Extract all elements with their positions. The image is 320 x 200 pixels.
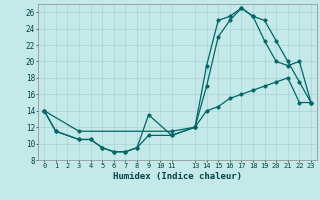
X-axis label: Humidex (Indice chaleur): Humidex (Indice chaleur) — [113, 172, 242, 181]
